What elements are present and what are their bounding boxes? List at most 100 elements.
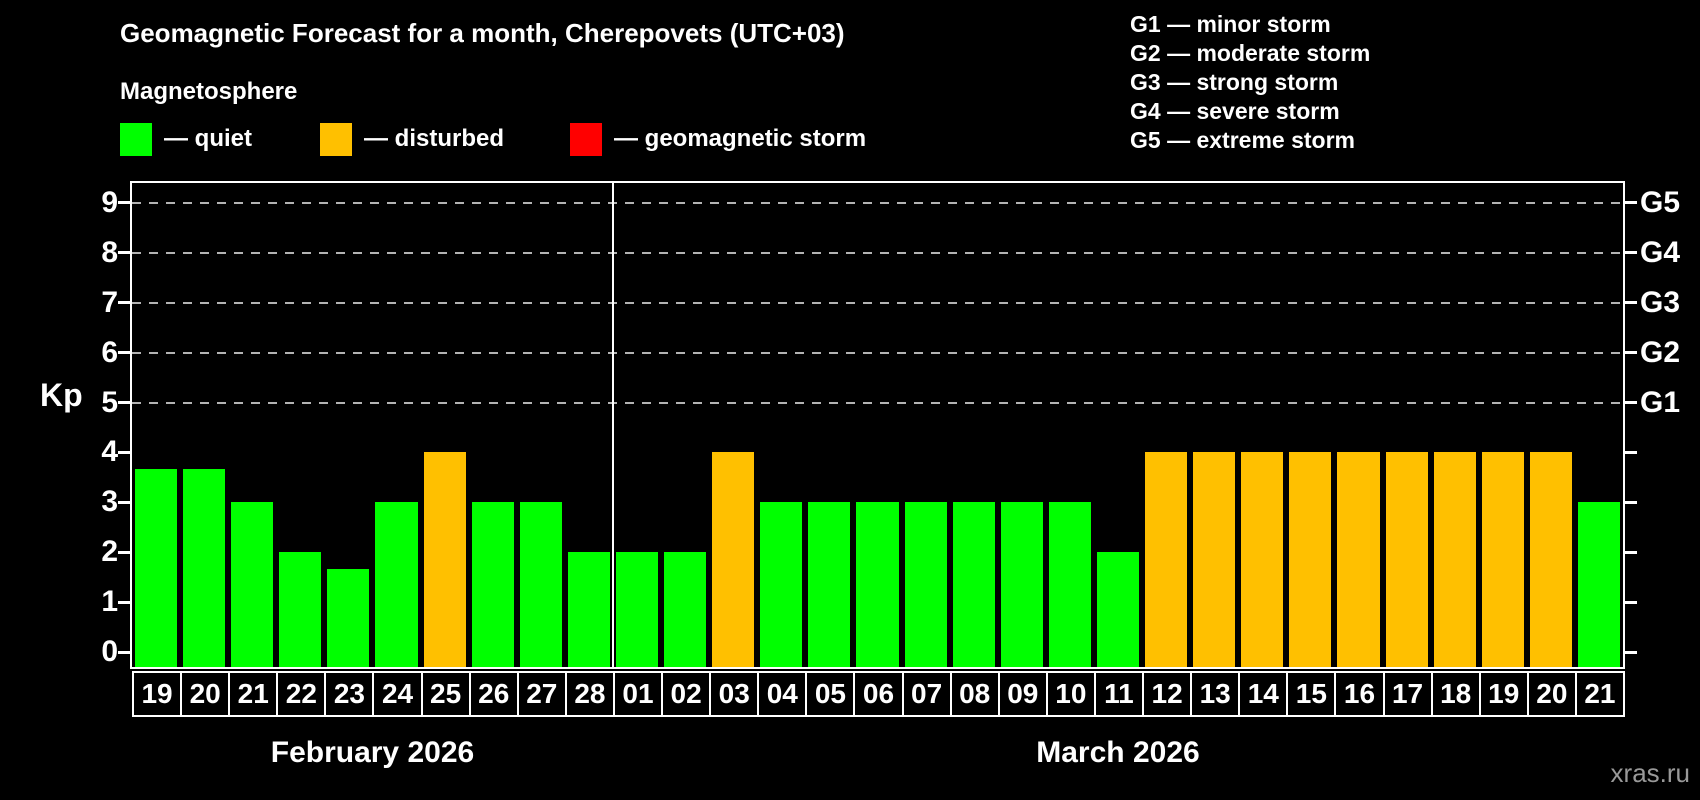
y-axis-tick-right (1625, 500, 1637, 504)
disturbed-color-swatch (320, 122, 352, 156)
y-axis-tick-left (118, 201, 130, 205)
date-label: 20 (180, 671, 231, 717)
y-axis-tick-left (118, 650, 130, 654)
y-tick-label: 0 (101, 635, 118, 669)
date-label: 01 (612, 671, 664, 717)
kp-bar (1337, 452, 1380, 667)
date-label: 05 (805, 671, 856, 717)
date-label: 23 (324, 671, 375, 717)
date-label: 19 (1478, 671, 1529, 717)
y-tick-label: 6 (101, 335, 118, 369)
storm-scale-line: G4 — severe storm (1130, 98, 1340, 124)
storm-scale-line: G3 — strong storm (1130, 69, 1339, 95)
y-tick-label: 3 (101, 485, 118, 519)
y-tick-label: 2 (101, 535, 118, 569)
kp-bar (856, 502, 899, 667)
kp-bar (375, 502, 418, 667)
date-label: 09 (997, 671, 1048, 717)
g-level-label-g5: G5 (1640, 185, 1681, 219)
y-axis-tick-left (118, 500, 130, 504)
kp-bar (231, 502, 274, 667)
legend-item-label: — disturbed (364, 125, 505, 152)
date-label: 24 (372, 671, 423, 717)
kp-bar (1433, 452, 1476, 667)
y-axis-tick-left (118, 301, 130, 305)
y-axis-tick-left (118, 550, 130, 554)
date-label: 19 (132, 671, 183, 717)
date-label: 11 (1093, 671, 1145, 717)
legend-item-quiet: — quiet (120, 122, 252, 156)
g-level-label-g3: G3 (1640, 285, 1681, 319)
kp-bar (471, 502, 514, 667)
kp-bar (423, 452, 466, 667)
gridline-kp7 (132, 301, 1623, 304)
kp-bar (135, 468, 178, 667)
kp-bar (1385, 452, 1428, 667)
date-label: 03 (709, 671, 760, 717)
y-axis-tick-left (118, 401, 130, 405)
kp-bar (327, 568, 370, 667)
date-label: 13 (1190, 671, 1241, 717)
kp-bar (279, 552, 322, 667)
kp-bar (808, 502, 851, 667)
y-axis-tick-right (1625, 301, 1637, 305)
kp-bar (1241, 452, 1284, 667)
kp-bar (183, 468, 226, 667)
y-axis-tick-right (1625, 600, 1637, 604)
gridline-kp9 (132, 201, 1623, 204)
y-axis-tick-left (118, 450, 130, 454)
y-axis-tick-left (118, 600, 130, 604)
date-label: 15 (1286, 671, 1337, 717)
y-tick-label: 1 (101, 585, 118, 619)
y-axis-tick-right (1625, 650, 1637, 654)
date-label: 22 (276, 671, 327, 717)
g-level-label-g1: G1 (1640, 385, 1681, 419)
month-divider (611, 183, 614, 667)
y-axis-title: Kp (40, 377, 83, 413)
date-label: 21 (1574, 671, 1625, 717)
y-tick-label: 8 (101, 235, 118, 269)
kp-bar (1481, 452, 1524, 667)
date-label: 21 (228, 671, 279, 717)
date-label: 27 (516, 671, 567, 717)
storm-color-swatch (570, 122, 602, 156)
legend-item-storm: — geomagnetic storm (570, 122, 866, 156)
kp-bar (1529, 452, 1572, 667)
kp-bar (1577, 502, 1620, 667)
y-axis-tick-right (1625, 251, 1637, 255)
date-label: 28 (564, 671, 615, 717)
legend-item-label: — quiet (164, 125, 252, 152)
storm-scale-line: G2 — moderate storm (1130, 40, 1371, 66)
month-caption: March 2026 (1036, 736, 1200, 769)
kp-bar (712, 452, 755, 667)
date-label: 18 (1430, 671, 1481, 717)
y-axis-tick-right (1625, 351, 1637, 355)
date-label: 16 (1334, 671, 1385, 717)
kp-bar (952, 502, 995, 667)
kp-bar (1193, 452, 1236, 667)
y-axis-tick-left (118, 251, 130, 255)
quiet-color-swatch (120, 122, 152, 156)
kp-bar (519, 502, 562, 667)
kp-bar (1289, 452, 1332, 667)
kp-bar (904, 502, 947, 667)
date-label: 12 (1142, 671, 1193, 717)
y-tick-label: 4 (101, 435, 118, 469)
gridline-kp5 (132, 401, 1623, 404)
y-tick-label: 7 (101, 285, 118, 319)
storm-scale-line: G1 — minor storm (1130, 11, 1331, 37)
kp-bar (1000, 502, 1043, 667)
legend-item-label: — geomagnetic storm (614, 125, 867, 152)
month-caption: February 2026 (270, 736, 475, 769)
date-label: 08 (949, 671, 1000, 717)
kp-bar (567, 552, 610, 667)
date-label: 07 (901, 671, 952, 717)
legend-heading: Magnetosphere (120, 78, 298, 105)
plot-area (130, 181, 1625, 669)
date-label: 14 (1238, 671, 1289, 717)
date-label: 04 (757, 671, 808, 717)
y-axis-tick-left (118, 351, 130, 355)
storm-scale-legend: G1 — minor storm G2 — moderate storm G3 … (1130, 10, 1370, 155)
y-tick-label: 9 (101, 185, 118, 219)
